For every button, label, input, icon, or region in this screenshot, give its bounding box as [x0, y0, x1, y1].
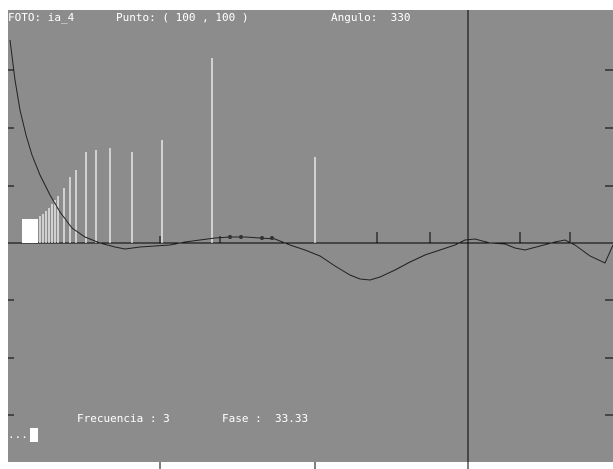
foto-label: FOTO: ia_4: [8, 11, 75, 24]
punto-label: Punto: ( 100 , 100 ): [116, 11, 248, 24]
curve-dots: [228, 235, 274, 240]
frecuencia-label: Frecuencia : 3: [77, 412, 170, 425]
ticks: [8, 69, 613, 469]
angulo-label: Angulo: 330: [331, 11, 410, 24]
cursor: [30, 428, 38, 442]
canvas: [8, 10, 613, 462]
signal-curve: [9, 39, 613, 281]
spectrum-spikes: [22, 58, 316, 243]
prompt: ...: [8, 428, 28, 441]
fase-label: Fase : 33.33: [222, 412, 308, 425]
